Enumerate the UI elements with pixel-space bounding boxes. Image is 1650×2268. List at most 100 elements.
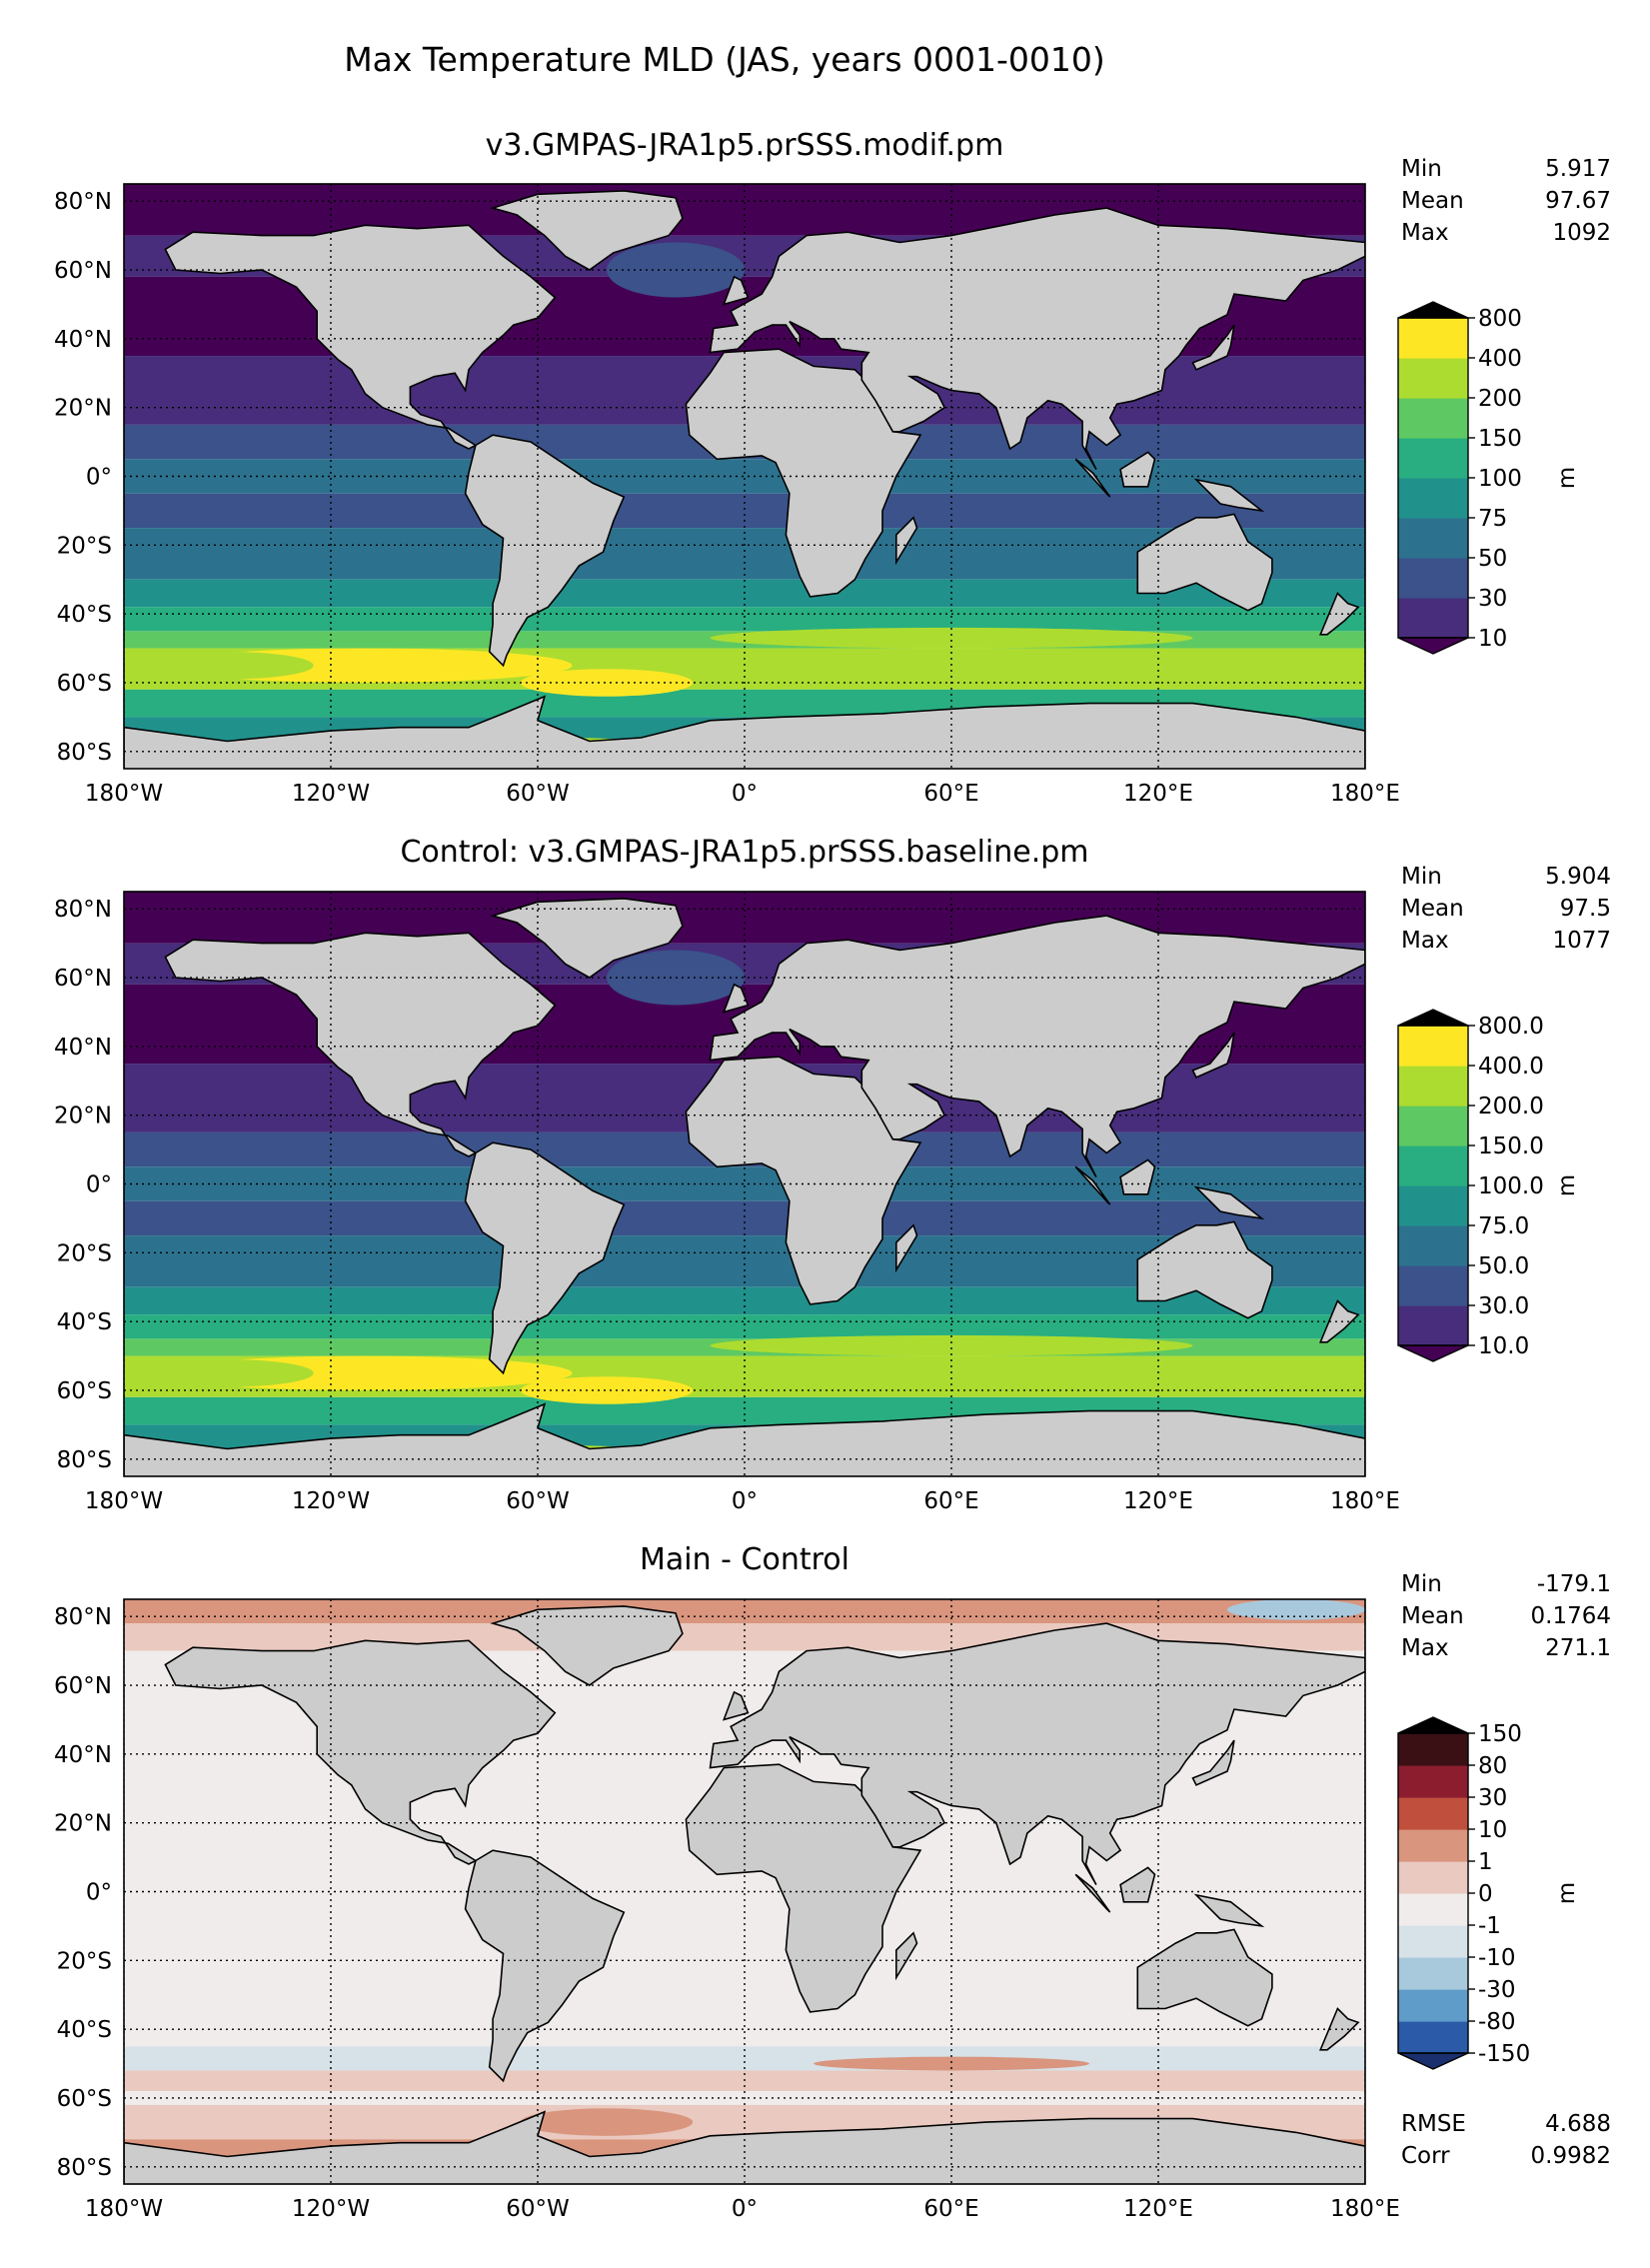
land-mass (1074, 1873, 1111, 1913)
colorbar-segment (1398, 518, 1468, 559)
colorbar-extend-min (1397, 2052, 1469, 2070)
colorbar-segment (1398, 438, 1468, 479)
lon-tick-label: 60°W (506, 2196, 570, 2222)
lat-tick-label: 20°S (57, 533, 112, 559)
lat-tick-label: 0° (86, 1880, 112, 1906)
colorbar-unit: m (1554, 467, 1580, 489)
colorbar-extend-max (1397, 1009, 1469, 1027)
lat-tick-label: 80°N (54, 897, 112, 923)
colorbar-segment (1398, 558, 1468, 599)
colorbar-tick-label: -80 (1478, 2009, 1516, 2035)
field-blob (520, 669, 694, 697)
colorbar-tick-label: 100 (1478, 466, 1522, 492)
land-mass (464, 1849, 626, 2083)
land-mass (490, 1605, 684, 1686)
colorbar-tick-label: 400.0 (1478, 1054, 1544, 1080)
colorbar-tick-label: 10.0 (1478, 1333, 1529, 1359)
colorbar-segment (1398, 1989, 1468, 2022)
field-blob (141, 652, 314, 680)
lon-tick-label: 60°E (923, 2196, 978, 2222)
colorbar-segment (1398, 1893, 1468, 1926)
colorbar-tick-label: 800.0 (1478, 1014, 1544, 1040)
map-area (124, 1599, 1365, 2184)
lon-tick-label: 60°W (506, 781, 570, 807)
map-area (124, 184, 1365, 769)
land-mass (490, 190, 684, 271)
colorbar-segment (1398, 1225, 1468, 1266)
stat-value: 271.1 (1545, 1635, 1611, 1661)
figure-title: Max Temperature MLD (JAS, years 0001-001… (344, 40, 1105, 79)
land-mass (490, 898, 684, 979)
colorbar-tick-label: 10 (1478, 626, 1507, 652)
stat-value: 0.1764 (1531, 1603, 1611, 1629)
panel-2: Control: v3.GMPAS-JRA1p5.prSSS.baseline.… (54, 835, 1611, 1514)
lat-tick-label: 80°S (57, 2155, 112, 2181)
land-mass (709, 915, 1365, 1177)
field-band (124, 493, 1365, 529)
colorbar-tick-label: -150 (1478, 2041, 1530, 2067)
lon-tick-label: 180°E (1330, 781, 1400, 807)
colorbar-segment (1398, 1106, 1468, 1146)
lat-tick-label: 80°S (57, 740, 112, 766)
land-mass (464, 434, 626, 668)
lat-tick-label: 0° (86, 1172, 112, 1198)
land-mass (895, 1223, 918, 1273)
land-mass (1319, 2007, 1360, 2051)
colorbar-segment (1398, 1265, 1468, 1306)
land-mass (1136, 1220, 1273, 1319)
lat-tick-label: 80°N (54, 1604, 112, 1630)
colorbar-segment (1398, 1066, 1468, 1107)
colorbar-tick-label: 1 (1478, 1849, 1493, 1875)
colorbar-extend-min (1397, 1344, 1469, 1362)
lat-tick-label: 80°N (54, 189, 112, 215)
colorbar-segment (1398, 1185, 1468, 1226)
stat-label: Max (1401, 1635, 1449, 1661)
colorbar-tick-label: -10 (1478, 1945, 1516, 1971)
lon-tick-label: 120°W (292, 781, 370, 807)
colorbar-segment (1398, 478, 1468, 519)
land-mass (1136, 1928, 1273, 2027)
metric-label: RMSE (1401, 2111, 1466, 2137)
colorbar-unit: m (1554, 1882, 1580, 1904)
colorbar-segment (1398, 358, 1468, 399)
stat-label: Mean (1401, 1603, 1464, 1629)
stat-label: Min (1401, 864, 1442, 890)
lat-tick-label: 60°S (57, 2086, 112, 2112)
colorbar-tick-label: 75 (1478, 506, 1507, 532)
colorbar-segment (1398, 1829, 1468, 1862)
stat-value: 97.67 (1545, 188, 1611, 214)
colorbar-tick-label: 800 (1478, 306, 1522, 332)
land-mass (464, 1141, 626, 1375)
colorbar-segment (1398, 398, 1468, 439)
stat-value: 1092 (1552, 220, 1611, 246)
lat-tick-label: 60°N (54, 966, 112, 992)
lon-tick-label: 180°W (85, 1488, 163, 1514)
land-mass (1191, 1739, 1235, 1786)
lat-tick-label: 20°S (57, 1240, 112, 1266)
colorbar-tick-label: 75.0 (1478, 1213, 1529, 1239)
lon-tick-label: 120°E (1123, 1488, 1193, 1514)
lat-tick-label: 40°S (57, 1309, 112, 1335)
colorbar-tick-label: 0 (1478, 1881, 1493, 1907)
lon-tick-label: 60°E (923, 1488, 978, 1514)
land-mass (1119, 1866, 1156, 1903)
colorbar-tick-label: 150 (1478, 1721, 1522, 1747)
colorbar-tick-label: 150 (1478, 426, 1522, 452)
land-mass (722, 275, 750, 306)
land-mass (1074, 1165, 1111, 1205)
stat-label: Min (1401, 1571, 1442, 1597)
land-mass (1193, 1893, 1265, 1928)
panel-title: Main - Control (640, 1542, 849, 1577)
colorbar-segment (1398, 1305, 1468, 1346)
land-mass (895, 516, 918, 566)
colorbar-tick-label: -1 (1478, 1913, 1501, 1939)
colorbar-segment (1398, 1957, 1468, 1990)
lon-tick-label: 60°W (506, 1488, 570, 1514)
field-blob (141, 1359, 314, 1387)
land-mass (722, 1690, 750, 1721)
stat-label: Mean (1401, 896, 1464, 922)
land-mass (709, 207, 1365, 470)
stat-value: -179.1 (1537, 1571, 1611, 1597)
metric-label: Corr (1401, 2143, 1450, 2169)
